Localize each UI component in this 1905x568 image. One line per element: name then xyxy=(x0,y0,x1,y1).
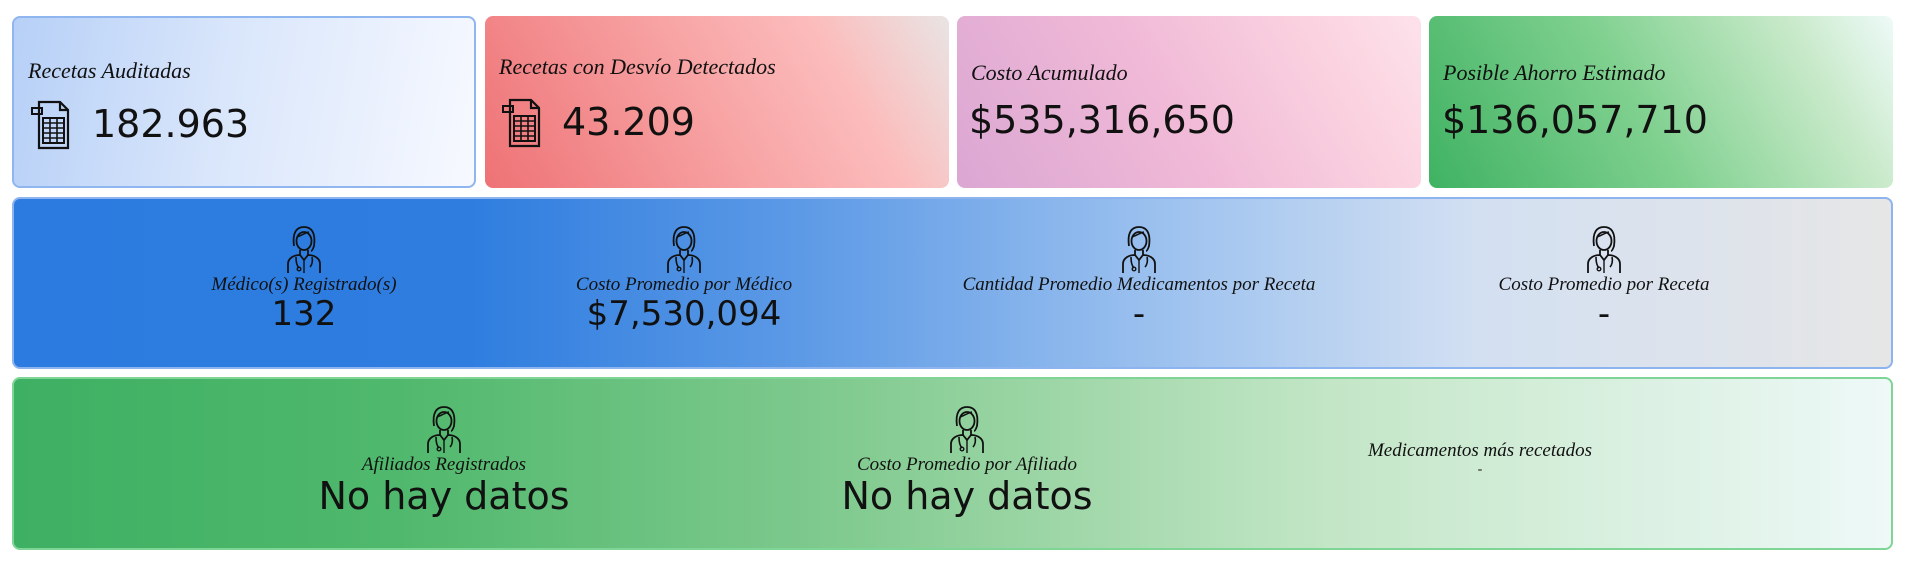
card-title: Recetas Auditadas xyxy=(28,58,191,83)
stat-label: Costo Promedio por Afiliado xyxy=(856,454,1078,475)
doctor-icon xyxy=(1585,224,1623,274)
doctor-stats-panel: Médico(s) Registrado(s) 132 Costo Promed… xyxy=(12,197,1893,369)
stat-costo-promedio-receta: Costo Promedio por Receta - xyxy=(1454,224,1754,333)
top-meds-label: Medicamentos más recetados xyxy=(1367,440,1593,461)
stat-value: No hay datos xyxy=(841,474,1093,518)
stat-afiliados-registrados: Afiliados Registrados No hay datos xyxy=(284,404,604,518)
doctor-icon xyxy=(285,224,323,274)
doctor-icon xyxy=(948,404,986,454)
doctor-icon xyxy=(425,404,463,454)
stat-label: Cantidad Promedio Medicamentos por Recet… xyxy=(962,274,1316,295)
card-title: Recetas con Desvío Detectados xyxy=(499,54,776,79)
stat-costo-promedio-afiliado: Costo Promedio por Afiliado No hay datos xyxy=(807,404,1127,518)
card-title: Costo Acumulado xyxy=(971,60,1128,85)
stat-value: - xyxy=(1597,294,1611,334)
card-title: Posible Ahorro Estimado xyxy=(1443,60,1666,85)
top-medicamentos: Medicamentos más recetados - xyxy=(1330,440,1630,478)
card-recetas-auditadas: Recetas Auditadas 182.963 xyxy=(12,16,476,188)
doctor-icon xyxy=(665,224,703,274)
stat-costo-promedio-medico: Costo Promedio por Médico $7,530,094 xyxy=(544,224,824,333)
stat-value: $7,530,094 xyxy=(586,294,782,334)
stat-label: Afiliados Registrados xyxy=(361,454,527,475)
card-posible-ahorro: Posible Ahorro Estimado $136,057,710 xyxy=(1429,16,1893,188)
card-value: 182.963 xyxy=(92,102,250,146)
stat-label: Médico(s) Registrado(s) xyxy=(211,274,397,295)
card-value: $535,316,650 xyxy=(969,98,1235,142)
stat-medicos-registrados: Médico(s) Registrado(s) 132 xyxy=(194,224,414,333)
spreadsheet-doc-icon xyxy=(501,98,541,148)
card-value: 43.209 xyxy=(562,100,695,144)
top-meds-value: - xyxy=(1477,462,1483,477)
card-recetas-desvio: Recetas con Desvío Detectados 43.209 xyxy=(485,16,949,188)
stat-label: Costo Promedio por Receta xyxy=(1498,274,1710,295)
spreadsheet-doc-icon xyxy=(30,100,70,150)
stat-value: No hay datos xyxy=(318,474,570,518)
affiliate-stats-panel: Afiliados Registrados No hay datos Costo… xyxy=(12,377,1893,550)
card-value: $136,057,710 xyxy=(1442,98,1708,142)
stat-value: - xyxy=(1132,294,1146,334)
doctor-icon xyxy=(1120,224,1158,274)
stat-label: Costo Promedio por Médico xyxy=(575,274,793,295)
stat-value: 132 xyxy=(271,294,337,334)
card-costo-acumulado: Costo Acumulado $535,316,650 xyxy=(957,16,1421,188)
stat-cantidad-promedio-medicamentos: Cantidad Promedio Medicamentos por Recet… xyxy=(944,224,1334,333)
